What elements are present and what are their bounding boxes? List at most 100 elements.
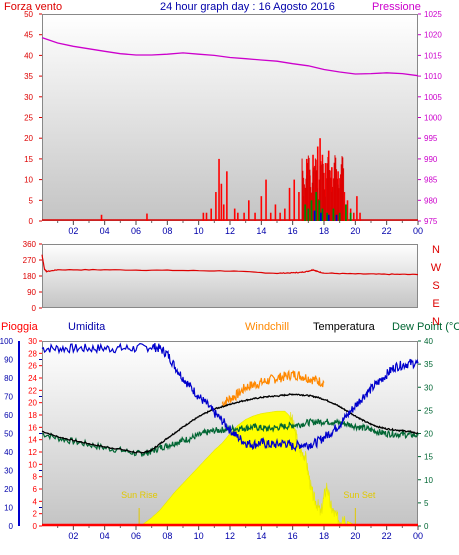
humidity-axis-tick-label: 40: [4, 448, 13, 457]
wind-speed-axis-tick-label: 20: [24, 134, 33, 143]
rain-axis-tick-label: 28: [28, 349, 37, 358]
wind-direction-axis-tick-label: 90: [27, 288, 36, 297]
panel3-x-tick-label: 18: [319, 531, 329, 541]
humidity-axis-tick-label: 100: [0, 337, 14, 346]
wind-direction-axis-tick-label: 360: [23, 240, 37, 249]
rain-axis-tick-label: 6: [33, 485, 38, 494]
humidity-axis-tick-label: 30: [4, 467, 13, 476]
rain-axis-tick-label: 8: [33, 473, 38, 482]
wind-speed-axis-tick-label: 5: [29, 196, 34, 205]
rain-axis-tick-label: 4: [33, 497, 38, 506]
temperature-axis-tick-label: 15: [424, 453, 433, 462]
humidity-axis-tick-label: 10: [4, 504, 13, 513]
rain-axis-tick-label: 30: [28, 337, 37, 346]
rain-axis-tick-label: 14: [28, 436, 37, 445]
humidity-label: Umidita: [68, 321, 106, 333]
pressure-axis-tick-label: 1000: [424, 114, 442, 123]
panel3-x-tick-label: 00: [413, 531, 423, 541]
humidity-line: [41, 342, 419, 452]
temperature-axis-tick-label: 30: [424, 383, 433, 392]
panel1-x-tick-label: 10: [194, 226, 204, 236]
wind-speed-axis-tick-label: 35: [24, 72, 33, 81]
rain-axis-tick-label: 12: [28, 448, 37, 457]
graph-title: 24 hour graph day : 16 Agosto 2016: [160, 1, 335, 13]
wind-speed-axis-tick-label: 0: [29, 217, 34, 226]
wind-speed-axis-tick-label: 15: [24, 155, 33, 164]
panel3-x-tick-label: 12: [225, 531, 235, 541]
wind-speed-axis-tick-label: 50: [24, 10, 33, 19]
pressure-axis-tick-label: 1005: [424, 93, 442, 102]
panel1-x-tick-label: 04: [100, 226, 110, 236]
wind-direction-axis-tick-label: 0: [32, 304, 37, 313]
humidity-axis-tick-label: 0: [9, 522, 14, 531]
windchill-label: Windchill: [245, 321, 290, 333]
panel3-x-tick-label: 04: [100, 531, 110, 541]
panel1-x-tick-label: 16: [288, 226, 298, 236]
panel1-x-tick-label: 20: [350, 226, 360, 236]
wind-speed-axis-tick-label: 30: [24, 93, 33, 102]
panel3-x-tick-label: 14: [256, 531, 266, 541]
rain-axis-tick-label: 24: [28, 374, 37, 383]
temperature-axis-tick-label: 25: [424, 406, 433, 415]
pressure-axis-tick-label: 1020: [424, 31, 442, 40]
temperature-axis-tick-label: 20: [424, 430, 433, 439]
humidity-axis-tick-label: 90: [4, 356, 13, 365]
compass-label: E: [432, 298, 439, 310]
panel1-x-tick-label: 18: [319, 226, 329, 236]
panel3-x-tick-label: 22: [382, 531, 392, 541]
compass-label: W: [431, 262, 442, 274]
dewpoint-label: Dew Point (°C: [392, 321, 459, 333]
humidity-axis-tick-label: 50: [4, 430, 13, 439]
panel1-x-tick-label: 02: [68, 226, 78, 236]
panel1-x-tick-label: 22: [382, 226, 392, 236]
panel3-x-tick-label: 10: [194, 531, 204, 541]
panel1-x-tick-label: 14: [256, 226, 266, 236]
rain-axis-tick-label: 16: [28, 423, 37, 432]
wind-pressure-panel-background: [42, 14, 418, 221]
panel3-x-tick-label: 20: [350, 531, 360, 541]
pressure-axis-tick-label: 985: [424, 176, 438, 185]
pressure-axis-tick-label: 980: [424, 196, 438, 205]
pressure-line: [41, 36, 419, 77]
panel1-x-tick-label: 12: [225, 226, 235, 236]
wind-speed-axis-tick-label: 45: [24, 31, 33, 40]
panel1-x-tick-label: 00: [413, 226, 423, 236]
wind-direction-axis-tick-label: 180: [23, 272, 37, 281]
rain-axis-tick-label: 22: [28, 386, 37, 395]
wind-speed-axis-tick-label: 10: [24, 176, 33, 185]
temperature-axis-tick-label: 35: [424, 360, 433, 369]
sun-set-label: Sun Set: [343, 490, 376, 500]
panel3-x-tick-label: 06: [131, 531, 141, 541]
rain-axis-tick-label: 0: [33, 522, 38, 531]
wind-direction-line: [41, 254, 419, 276]
compass-label: N: [432, 316, 440, 328]
temperature-line: [41, 393, 419, 454]
wind-speed-label: Forza vento: [4, 1, 63, 13]
humidity-axis-tick-label: 20: [4, 485, 13, 494]
sun-rise-label: Sun Rise: [121, 490, 158, 500]
wind-speed-axis-tick-label: 40: [24, 51, 33, 60]
pressure-axis-tick-label: 1015: [424, 51, 442, 60]
wind-direction-axis-tick-label: 270: [23, 256, 37, 265]
wind-speed-axis-tick-label: 25: [24, 114, 33, 123]
pressure-label: Pressione: [372, 1, 421, 13]
wind-direction-panel-frame: [42, 244, 418, 308]
rain-axis-tick-label: 26: [28, 362, 37, 371]
panel3-x-tick-label: 02: [68, 531, 78, 541]
solar-radiation-area: [139, 410, 357, 527]
pressure-axis-tick-label: 1010: [424, 72, 442, 81]
rain-axis-tick-label: 10: [28, 460, 37, 469]
temperature-axis-tick-label: 10: [424, 476, 433, 485]
compass-label: S: [432, 280, 439, 292]
humidity-axis-tick-label: 60: [4, 411, 13, 420]
pressure-axis-tick-label: 975: [424, 217, 438, 226]
pressure-axis-tick-label: 995: [424, 134, 438, 143]
panel1-x-tick-label: 06: [131, 226, 141, 236]
pressure-axis-tick-label: 1025: [424, 10, 442, 19]
wind-direction-panel-background: [42, 244, 418, 308]
rain-axis-tick-label: 2: [33, 510, 38, 519]
rain-axis-tick-label: 20: [28, 399, 37, 408]
humidity-axis-tick-label: 70: [4, 393, 13, 402]
